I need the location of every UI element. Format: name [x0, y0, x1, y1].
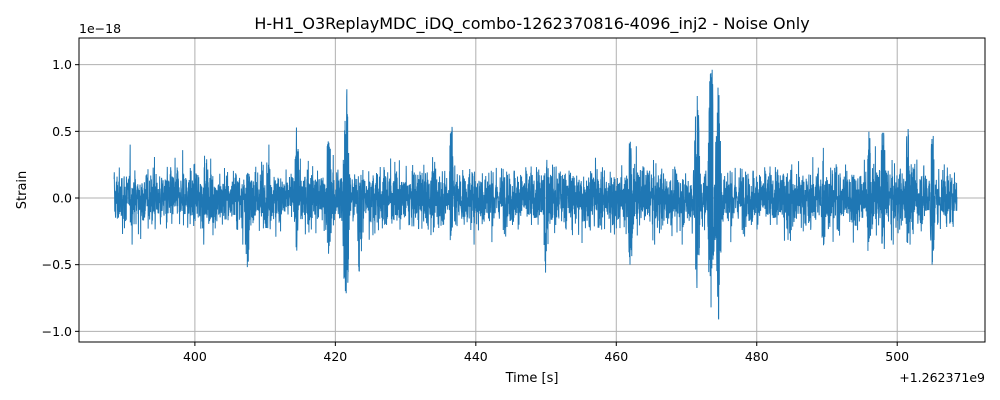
data-layer [113, 69, 958, 320]
y-axis-label: Strain [15, 171, 30, 210]
strain-series-line [113, 69, 958, 320]
x-tick-label: 440 [464, 349, 488, 364]
y-tick-label: 0.5 [52, 124, 72, 139]
chart-title: H-H1_O3ReplayMDC_iDQ_combo-1262370816-40… [254, 14, 809, 34]
y-tick-label: −0.5 [42, 257, 72, 272]
y-tick-label: 1.0 [52, 57, 72, 72]
tick-layer: 400 420 440 460 480 500 −1.0 −0.5 0.0 0.5 1.0 [42, 57, 910, 364]
x-tick-label: 480 [745, 349, 769, 364]
plot-frame [78, 37, 986, 343]
x-tick-label: 400 [183, 349, 207, 364]
x-tick-label: 420 [323, 349, 347, 364]
y-tick-label: −1.0 [42, 324, 72, 339]
x-tick-label: 460 [604, 349, 628, 364]
x-axis-label: Time [s] [505, 371, 559, 386]
y-tick-label: 0.0 [52, 191, 72, 206]
x-tick-label: 500 [885, 349, 909, 364]
y-scale-label: 1e−18 [79, 21, 121, 36]
x-offset-label: +1.262371e9 [899, 370, 985, 385]
